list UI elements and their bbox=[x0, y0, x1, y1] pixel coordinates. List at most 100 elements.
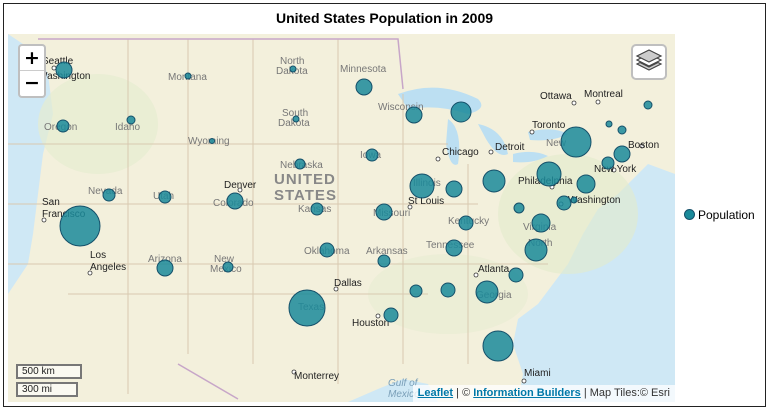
bubble-pennsylvania bbox=[536, 161, 562, 187]
bubble-maine bbox=[643, 100, 653, 110]
national-border bbox=[38, 38, 404, 400]
bubble-new-mexico bbox=[222, 261, 234, 273]
attribution: Leaflet | © Information Builders | Map T… bbox=[412, 385, 675, 402]
svg-text:Toronto: Toronto bbox=[532, 120, 566, 131]
gulf-label-1: Gulf of bbox=[388, 378, 419, 389]
bubble-mississippi bbox=[409, 284, 423, 298]
bubble-south-carolina bbox=[508, 267, 524, 283]
leaflet-link[interactable]: Leaflet bbox=[417, 387, 454, 399]
svg-text:Denver: Denver bbox=[224, 180, 257, 191]
state-borders bbox=[8, 39, 548, 394]
bubble-washington bbox=[55, 61, 73, 79]
svg-text:San: San bbox=[42, 197, 60, 208]
svg-text:Wisconsin: Wisconsin bbox=[378, 102, 424, 113]
attrib-tiles: | Map Tiles:© Esri bbox=[580, 387, 670, 399]
svg-text:Chicago: Chicago bbox=[442, 147, 479, 158]
bubble-delaware bbox=[570, 196, 578, 204]
svg-text:Dakota: Dakota bbox=[278, 118, 310, 129]
scale-mi: 300 mi bbox=[16, 382, 78, 397]
bubble-missouri bbox=[375, 203, 393, 221]
svg-text:Atlanta: Atlanta bbox=[478, 264, 510, 275]
bubble-georgia bbox=[475, 280, 499, 304]
bubble-florida bbox=[482, 330, 514, 362]
bubble-alabama bbox=[440, 282, 456, 298]
svg-text:Arizona: Arizona bbox=[148, 254, 182, 265]
bubble-arkansas bbox=[377, 254, 391, 268]
layers-icon bbox=[635, 49, 663, 71]
bubble-maryland bbox=[556, 195, 572, 211]
attrib-sep: | © bbox=[453, 387, 474, 399]
bubble-new-jersey bbox=[576, 174, 596, 194]
svg-text:Washington: Washington bbox=[568, 195, 620, 206]
bubble-virginia bbox=[531, 213, 551, 233]
zoom-in-button[interactable]: + bbox=[20, 46, 44, 71]
bubble-new-hampshire bbox=[617, 125, 627, 135]
bubble-north-carolina bbox=[524, 238, 548, 262]
bubble-oklahoma bbox=[319, 242, 335, 258]
bubble-new-york bbox=[560, 126, 592, 158]
svg-text:Minnesota: Minnesota bbox=[340, 64, 387, 75]
ib-link[interactable]: Information Builders bbox=[473, 387, 581, 399]
svg-text:Seattle: Seattle bbox=[42, 56, 74, 67]
zoom-out-button[interactable]: − bbox=[24, 72, 40, 94]
bubble-colorado bbox=[226, 192, 244, 210]
bubble-iowa bbox=[365, 148, 379, 162]
bubble-nevada bbox=[102, 188, 116, 202]
svg-text:Montreal: Montreal bbox=[584, 89, 623, 100]
bubble-texas bbox=[288, 289, 326, 327]
country-label-line2: STATES bbox=[274, 187, 337, 204]
bubble-massachusetts bbox=[613, 145, 631, 163]
legend: Population bbox=[684, 208, 755, 222]
svg-text:Wyoming: Wyoming bbox=[188, 136, 230, 147]
bubble-vermont bbox=[605, 120, 613, 128]
legend-marker bbox=[684, 209, 695, 220]
svg-text:Boston: Boston bbox=[628, 140, 659, 151]
bubble-louisiana bbox=[383, 307, 399, 323]
svg-text:St Louis: St Louis bbox=[408, 196, 444, 207]
svg-text:Idaho: Idaho bbox=[115, 122, 140, 133]
bubble-illinois bbox=[409, 173, 435, 199]
svg-text:Angeles: Angeles bbox=[90, 262, 126, 273]
svg-text:North: North bbox=[280, 56, 304, 67]
bubble-north-dakota bbox=[289, 65, 297, 73]
bubble-kansas bbox=[310, 202, 324, 216]
bubble-montana bbox=[184, 72, 192, 80]
svg-text:New: New bbox=[214, 254, 235, 265]
bubble-connecticut bbox=[601, 156, 615, 170]
svg-text:Monterrey: Monterrey bbox=[294, 371, 339, 382]
svg-text:New York: New York bbox=[594, 164, 637, 175]
bubble-california bbox=[59, 205, 101, 247]
svg-text:Houston: Houston bbox=[352, 318, 389, 329]
svg-text:New: New bbox=[546, 138, 567, 149]
bubble-tennessee bbox=[445, 239, 463, 257]
bubble-arizona bbox=[156, 259, 174, 277]
bubble-minnesota bbox=[355, 78, 373, 96]
bubble-wyoming bbox=[209, 138, 215, 144]
gulf-label-2: Mexico bbox=[388, 389, 420, 400]
chart-frame: United States Population in 2009 bbox=[3, 3, 766, 407]
scale-km: 500 km bbox=[16, 364, 82, 379]
layers-button[interactable] bbox=[631, 44, 667, 80]
svg-text:Dallas: Dallas bbox=[334, 278, 362, 289]
bubble-nebraska bbox=[294, 158, 306, 170]
bubble-michigan bbox=[450, 101, 472, 123]
bubble-west-virginia bbox=[513, 202, 525, 214]
legend-label: Population bbox=[698, 208, 755, 222]
svg-text:Miami: Miami bbox=[524, 368, 551, 379]
bubble-indiana bbox=[445, 180, 463, 198]
bubble-idaho bbox=[126, 115, 136, 125]
bubble-south-dakota bbox=[292, 115, 300, 123]
zoom-control: + − bbox=[18, 44, 46, 98]
city-dots bbox=[41, 65, 645, 384]
svg-text:Los: Los bbox=[90, 250, 106, 261]
bubble-oregon bbox=[56, 119, 70, 133]
svg-text:South: South bbox=[282, 108, 308, 119]
bubble-wisconsin bbox=[405, 106, 423, 124]
bubble-utah bbox=[158, 190, 172, 204]
svg-text:Ottawa: Ottawa bbox=[540, 91, 572, 102]
chart-title: United States Population in 2009 bbox=[275, 10, 494, 26]
svg-text:Arkansas: Arkansas bbox=[366, 246, 408, 257]
country-label-line1: UNITED bbox=[274, 171, 336, 188]
